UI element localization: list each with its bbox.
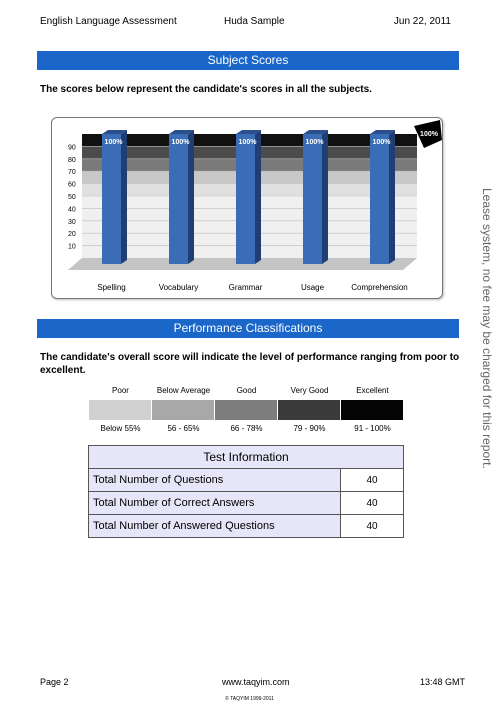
x-tick-label: Spelling (97, 283, 125, 292)
level-label: Below Average (156, 386, 211, 395)
performance-scale: Poor Below Average Good Very Good Excellent … (89, 386, 404, 433)
row-value: 40 (340, 491, 404, 515)
test-info-heading: Test Information (88, 445, 404, 469)
data-label: 100% (172, 139, 191, 146)
overall-badge-label: 100% (420, 131, 439, 138)
copyright: © TAQYIM 1999-2011 (225, 696, 274, 702)
level-range: 66 - 78% (230, 424, 263, 433)
level-label: Very Good (290, 386, 329, 395)
bar (169, 134, 188, 264)
side-note: Lease system, no fee may be charged for … (474, 188, 494, 538)
level-swatch (341, 400, 403, 420)
table-row: Total Number of Correct Answers 40 (88, 491, 404, 515)
report-title: English Language Assessment (40, 16, 177, 27)
y-tick-label: 90 (68, 144, 76, 151)
website-link[interactable]: www.taqyim.com (222, 677, 290, 687)
bar-side (255, 130, 261, 264)
row-label: Total Number of Answered Questions (88, 514, 341, 538)
bar-side (188, 130, 194, 264)
row-label: Total Number of Questions (88, 468, 341, 492)
report-time: 13:48 GMT (419, 677, 465, 687)
bar-side (389, 130, 395, 264)
overall-badge (414, 120, 442, 148)
table-row: Total Number of Questions 40 (88, 468, 404, 492)
test-info-table: Test Information Total Number of Questio… (88, 445, 404, 538)
y-tick-label: 80 (68, 157, 76, 164)
bar-top (236, 130, 261, 134)
y-tick-label: 60 (68, 182, 76, 189)
y-tick-label: 30 (68, 219, 76, 226)
table-row: Total Number of Answered Questions 40 (88, 514, 404, 538)
performance-intro: The candidate's overall score will indic… (40, 352, 460, 376)
bar (303, 134, 322, 264)
bar-top (370, 130, 395, 134)
level-range: Below 55% (100, 424, 141, 433)
side-note-text: Lease system, no fee may be charged for … (480, 188, 494, 469)
y-tick-label: 20 (68, 231, 76, 238)
y-tick-label: 40 (68, 206, 76, 213)
level-label: Excellent (356, 386, 389, 395)
bar-side (322, 130, 328, 264)
data-label: 100% (105, 139, 124, 146)
performance-heading: Performance Classifications (37, 319, 459, 338)
y-tick-label: 50 (68, 194, 76, 201)
data-label: 100% (306, 139, 325, 146)
data-label: 100% (239, 139, 258, 146)
x-tick-label: Comprehension (351, 283, 407, 292)
y-tick-label: 70 (68, 169, 76, 176)
row-label: Total Number of Correct Answers (88, 491, 341, 515)
candidate-name: Huda Sample (224, 16, 285, 27)
level-swatch (215, 400, 277, 420)
bar (236, 134, 255, 264)
y-tick-label: 10 (68, 244, 76, 251)
data-label: 100% (373, 139, 392, 146)
level-range: 56 - 65% (167, 424, 200, 433)
row-value: 40 (340, 468, 404, 492)
level-swatch (278, 400, 340, 420)
level-label: Good (236, 386, 257, 395)
bar-top (102, 130, 127, 134)
level-label: Poor (112, 386, 129, 395)
report-date: Jun 22, 2011 (393, 16, 451, 27)
bar (102, 134, 121, 264)
subject-scores-intro: The scores below represent the candidate… (40, 84, 372, 95)
chart-canvas: 10 20 30 40 50 60 70 80 90 100% Spelling 100% Vocabu… (68, 120, 442, 292)
level-range: 91 - 100% (354, 424, 391, 433)
subject-scores-chart: 10 20 30 40 50 60 70 80 90 100% Spelling 100% Vocabu… (51, 117, 443, 299)
level-swatch (152, 400, 214, 420)
bar-side (121, 130, 127, 264)
bar-top (169, 130, 194, 134)
level-range: 79 - 90% (293, 424, 326, 433)
level-swatch (89, 400, 151, 420)
page-number: Page 2 (40, 677, 69, 687)
x-tick-label: Grammar (229, 283, 263, 292)
x-tick-label: Usage (301, 283, 325, 292)
bar (370, 134, 389, 264)
bar-top (303, 130, 328, 134)
row-value: 40 (340, 514, 404, 538)
x-tick-label: Vocabulary (159, 283, 199, 292)
subject-scores-heading: Subject Scores (37, 51, 459, 70)
